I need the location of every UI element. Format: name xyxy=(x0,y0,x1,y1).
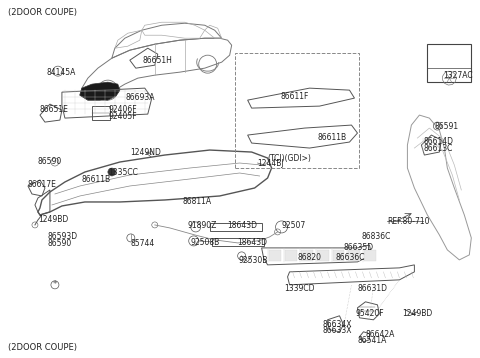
Bar xyxy=(427,44,471,82)
Bar xyxy=(212,238,264,246)
Text: 1249BD: 1249BD xyxy=(402,309,432,318)
Bar xyxy=(300,250,312,261)
Bar xyxy=(333,250,345,261)
Text: 86541A: 86541A xyxy=(358,336,387,345)
Text: 86611F: 86611F xyxy=(281,92,309,101)
Text: 86820: 86820 xyxy=(298,253,322,262)
Text: 18643D: 18643D xyxy=(228,222,258,231)
Text: 92405F: 92405F xyxy=(109,112,137,121)
Bar xyxy=(285,250,297,261)
Bar xyxy=(364,250,376,261)
Text: 86590: 86590 xyxy=(38,156,62,165)
Text: 1249ND: 1249ND xyxy=(130,147,161,156)
Text: *: * xyxy=(53,280,57,289)
Circle shape xyxy=(108,168,116,176)
Text: REF.80-710: REF.80-710 xyxy=(387,217,430,227)
Text: 18643D: 18643D xyxy=(238,238,268,247)
Text: 92508B: 92508B xyxy=(191,238,220,247)
Text: 86651E: 86651E xyxy=(40,105,69,113)
Text: 92530B: 92530B xyxy=(239,256,268,265)
Bar xyxy=(269,250,281,261)
Text: 1335CC: 1335CC xyxy=(108,168,138,176)
Text: 86633X: 86633X xyxy=(323,326,352,335)
Bar xyxy=(316,250,328,261)
Text: (TCI)(GDI>): (TCI)(GDI>) xyxy=(268,154,312,163)
Text: 86635D: 86635D xyxy=(344,243,373,252)
Text: 86642A: 86642A xyxy=(365,330,395,339)
Text: 95420F: 95420F xyxy=(356,309,384,318)
Text: 84145A: 84145A xyxy=(47,68,76,77)
Text: 86613C: 86613C xyxy=(423,144,453,153)
Text: (2DOOR COUPE): (2DOOR COUPE) xyxy=(8,343,77,352)
Text: 86591: 86591 xyxy=(434,122,458,131)
Bar xyxy=(348,250,360,261)
Text: 92507: 92507 xyxy=(282,222,306,231)
Text: 86614D: 86614D xyxy=(423,136,454,146)
Text: 86617E: 86617E xyxy=(28,180,57,189)
Text: 92406F: 92406F xyxy=(109,105,137,113)
Text: 86811A: 86811A xyxy=(183,198,212,207)
Text: 86593D: 86593D xyxy=(48,232,78,241)
Polygon shape xyxy=(80,82,120,100)
Text: (2DOOR COUPE): (2DOOR COUPE) xyxy=(8,8,77,17)
Text: 1249BD: 1249BD xyxy=(38,216,68,224)
Text: 86693A: 86693A xyxy=(126,93,156,102)
Text: 86836C: 86836C xyxy=(361,232,391,241)
Text: 85744: 85744 xyxy=(131,240,155,248)
Bar xyxy=(92,106,110,120)
Text: 86611B: 86611B xyxy=(318,132,347,141)
Text: 91890Z: 91890Z xyxy=(188,222,217,231)
Text: 1327AC: 1327AC xyxy=(444,71,473,79)
Text: 86631D: 86631D xyxy=(358,284,387,293)
Text: 86651H: 86651H xyxy=(143,56,173,65)
Bar xyxy=(210,223,262,231)
Text: 86636C: 86636C xyxy=(336,253,365,262)
Text: 86590: 86590 xyxy=(48,240,72,248)
Bar xyxy=(235,53,360,168)
Text: 1339CD: 1339CD xyxy=(285,284,315,293)
Text: 86634X: 86634X xyxy=(323,320,352,329)
Text: 86611B: 86611B xyxy=(82,175,111,184)
Text: 1244BJ: 1244BJ xyxy=(258,159,284,168)
